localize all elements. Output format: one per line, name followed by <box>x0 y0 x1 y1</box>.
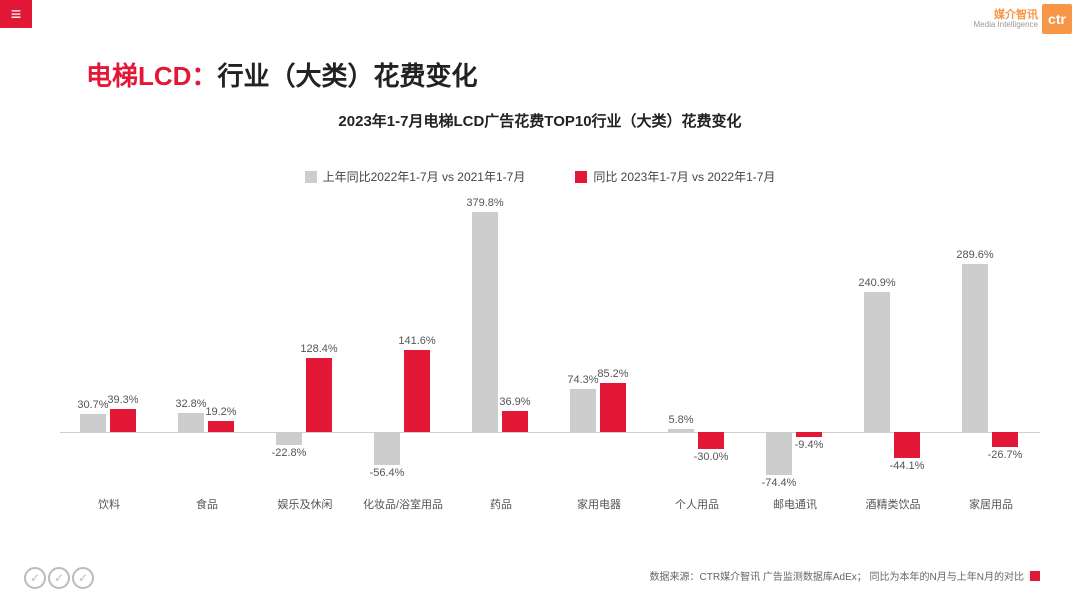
bar-prev <box>570 389 596 432</box>
chart-area: 30.7%39.3%32.8%19.2%-22.8% 128.4% -56.4% 14… <box>60 200 1040 510</box>
brand-en: Media Intelligence <box>974 21 1038 30</box>
footer-check-icon <box>24 567 46 589</box>
bar-label: -44.1% <box>877 460 937 472</box>
bar-label: 240.9% <box>847 277 907 289</box>
bar-curr <box>796 432 822 437</box>
category-group: 240.9% -44.1% <box>844 200 942 490</box>
category-label: 化妆品/浴室用品 <box>354 496 452 512</box>
bar-prev <box>864 292 890 432</box>
category-label: 药品 <box>452 496 550 512</box>
bar-curr <box>208 421 234 432</box>
bar-label: -74.4% <box>749 477 809 489</box>
bar-label: 379.8% <box>455 197 515 209</box>
category-label: 食品 <box>158 496 256 512</box>
chart-legend: 上年同比2022年1-7月 vs 2021年1-7月 同比 2023年1-7月 v… <box>0 168 1080 185</box>
bar-curr <box>404 350 430 432</box>
bar-curr <box>306 358 332 432</box>
bar-curr <box>698 432 724 449</box>
menu-button[interactable]: ≡ <box>0 0 32 28</box>
footer-check-icon <box>48 567 70 589</box>
bar-prev <box>962 264 988 432</box>
category-label: 家居用品 <box>942 496 1040 512</box>
category-group: -74.4% -9.4% <box>746 200 844 490</box>
bar-label: -22.8% <box>259 447 319 459</box>
bar-label: 19.2% <box>191 406 251 418</box>
bar-label: -26.7% <box>975 449 1035 461</box>
footer-icons <box>24 567 94 589</box>
bar-label: 141.6% <box>387 335 447 347</box>
bar-prev <box>374 432 400 465</box>
category-group: 74.3%85.2% <box>550 200 648 490</box>
title-black: 行业（大类）花费变化 <box>217 61 477 91</box>
category-group: 289.6% -26.7% <box>942 200 1040 490</box>
category-group: -22.8% 128.4% <box>256 200 354 490</box>
category-group: 30.7%39.3% <box>60 200 158 490</box>
category-label: 家用电器 <box>550 496 648 512</box>
category-group: 32.8%19.2% <box>158 200 256 490</box>
category-label: 饮料 <box>60 496 158 512</box>
bar-label: 39.3% <box>93 394 153 406</box>
legend-item: 上年同比2022年1-7月 vs 2021年1-7月 <box>305 168 526 185</box>
bar-label: -30.0% <box>681 451 741 463</box>
category-label: 邮电通讯 <box>746 496 844 512</box>
bar-curr <box>600 383 626 432</box>
bar-curr <box>992 432 1018 447</box>
category-group: -56.4% 141.6% <box>354 200 452 490</box>
chart-plot: 30.7%39.3%32.8%19.2%-22.8% 128.4% -56.4% 14… <box>60 200 1040 490</box>
legend-swatch <box>305 171 317 183</box>
footer-check-icon <box>72 567 94 589</box>
category-label: 娱乐及休闲 <box>256 496 354 512</box>
bar-curr <box>894 432 920 458</box>
category-label: 个人用品 <box>648 496 746 512</box>
title-red: 电梯LCD： <box>86 61 217 91</box>
brand-area: 媒介智讯 Media Intelligence ctr <box>974 4 1072 34</box>
bar-prev <box>80 414 106 432</box>
chart-title: 2023年1-7月电梯LCD广告花费TOP10行业（大类）花费变化 <box>0 110 1080 131</box>
bar-curr <box>502 411 528 432</box>
category-label: 酒精类饮品 <box>844 496 942 512</box>
bar-label: 289.6% <box>945 249 1005 261</box>
source-text: 数据来源：CTR媒介智讯 广告监测数据库AdEx； 同比为本年的N月与上年N月的… <box>650 568 1024 583</box>
slide-title: 电梯LCD：行业（大类）花费变化 <box>86 56 477 93</box>
bar-prev <box>276 432 302 445</box>
bar-label: 85.2% <box>583 368 643 380</box>
source-note: 数据来源：CTR媒介智讯 广告监测数据库AdEx； 同比为本年的N月与上年N月的… <box>650 568 1040 583</box>
bar-label: -56.4% <box>357 467 417 479</box>
brand-logo: ctr <box>1042 4 1072 34</box>
category-group: 5.8% -30.0% <box>648 200 746 490</box>
bar-label: 36.9% <box>485 396 545 408</box>
note-dot-icon <box>1030 571 1040 581</box>
legend-item: 同比 2023年1-7月 vs 2022年1-7月 <box>575 168 775 185</box>
legend-swatch <box>575 171 587 183</box>
bar-prev <box>668 429 694 432</box>
bar-label: 128.4% <box>289 343 349 355</box>
brand-cn: 媒介智讯 <box>974 9 1038 21</box>
category-group: 379.8% 36.9% <box>452 200 550 490</box>
legend-label: 上年同比2022年1-7月 vs 2021年1-7月 <box>323 168 526 185</box>
bar-label: 5.8% <box>651 414 711 426</box>
legend-label: 同比 2023年1-7月 vs 2022年1-7月 <box>593 168 775 185</box>
bar-curr <box>110 409 136 432</box>
bar-label: -9.4% <box>779 439 839 451</box>
